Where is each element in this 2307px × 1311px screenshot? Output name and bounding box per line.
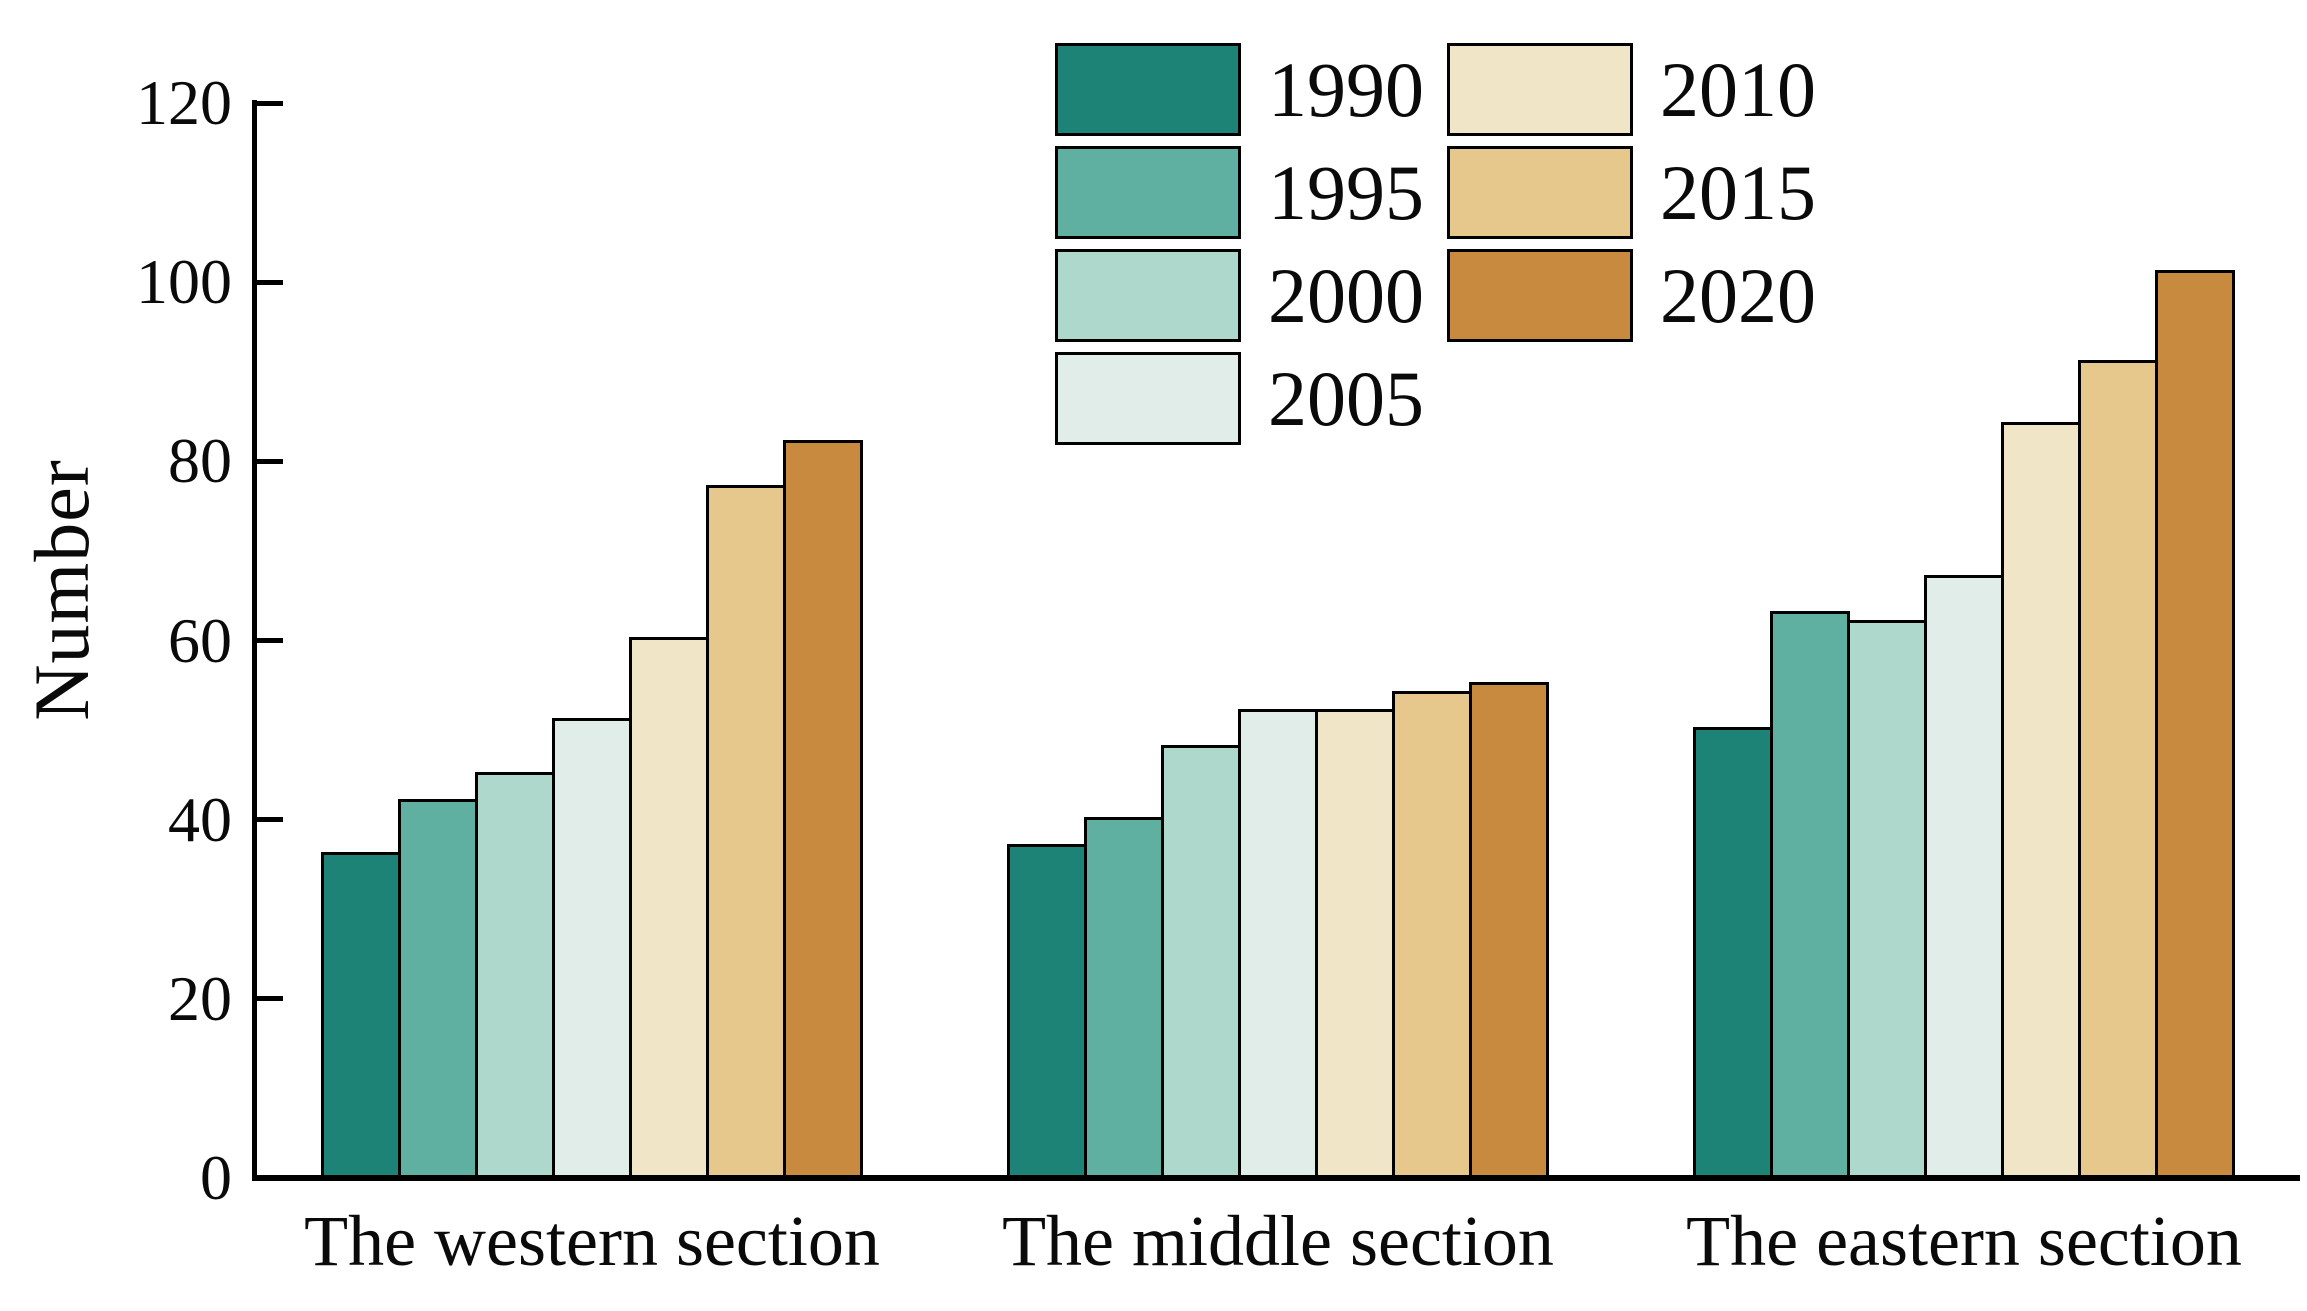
legend-item-2010: 2010 — [1447, 43, 1816, 136]
legend-swatch-2005 — [1055, 352, 1241, 445]
y-tick-mark — [257, 458, 283, 464]
legend-label-2015: 2015 — [1660, 149, 1816, 236]
legend-item-2020: 2020 — [1447, 249, 1816, 342]
legend-label-2000: 2000 — [1268, 252, 1424, 339]
bar-1995-category-2 — [1084, 817, 1164, 1181]
bar-2015-category-2 — [1392, 691, 1472, 1181]
legend-item-1990: 1990 — [1055, 43, 1424, 136]
legend-swatch-2000 — [1055, 249, 1241, 342]
legend-label-1995: 1995 — [1268, 149, 1424, 236]
y-tick-mark — [257, 996, 283, 1002]
legend-swatch-2015 — [1447, 146, 1633, 239]
bar-2020-category-3 — [2155, 270, 2235, 1181]
x-category-label: The western section — [304, 1201, 880, 1281]
bar-1995-category-1 — [398, 799, 478, 1181]
y-axis-line — [252, 100, 257, 1181]
bar-2005-category-1 — [552, 718, 632, 1181]
x-category-label: The eastern section — [1686, 1201, 2242, 1281]
bar-2015-category-3 — [2078, 360, 2158, 1181]
y-tick-mark — [257, 279, 283, 285]
legend-item-2000: 2000 — [1055, 249, 1424, 342]
bar-1995-category-3 — [1770, 611, 1850, 1181]
bar-1990-category-2 — [1007, 844, 1087, 1181]
bar-1990-category-3 — [1693, 727, 1773, 1181]
y-tick-label: 20 — [168, 962, 232, 1034]
legend-item-1995: 1995 — [1055, 146, 1424, 239]
legend-label-1990: 1990 — [1268, 46, 1424, 133]
bar-1990-category-1 — [321, 852, 401, 1181]
legend-swatch-1995 — [1055, 146, 1241, 239]
y-tick-label: 60 — [168, 604, 232, 676]
bar-2005-category-3 — [1924, 575, 2004, 1181]
bar-2000-category-3 — [1847, 620, 1927, 1181]
bar-2010-category-2 — [1315, 709, 1395, 1181]
y-tick-label: 100 — [136, 246, 232, 318]
legend-label-2020: 2020 — [1660, 252, 1816, 339]
legend-item-2015: 2015 — [1447, 146, 1816, 239]
legend-swatch-2010 — [1447, 43, 1633, 136]
legend-label-2005: 2005 — [1268, 355, 1424, 442]
y-tick-label: 0 — [200, 1142, 232, 1213]
x-axis-line — [252, 1175, 2300, 1181]
bar-2005-category-2 — [1238, 709, 1318, 1181]
y-tick-label: 120 — [136, 67, 232, 138]
bar-2015-category-1 — [706, 485, 786, 1181]
bar-2000-category-1 — [475, 772, 555, 1181]
legend-swatch-1990 — [1055, 43, 1241, 136]
y-tick-mark — [257, 100, 283, 106]
y-tick-label: 80 — [168, 425, 232, 497]
y-tick-mark — [257, 817, 283, 823]
legend-item-2005: 2005 — [1055, 352, 1424, 445]
y-tick-mark — [257, 638, 283, 643]
y-tick-label: 40 — [168, 783, 232, 855]
bar-2020-category-1 — [783, 440, 863, 1181]
legend-swatch-2020 — [1447, 249, 1633, 342]
bar-2000-category-2 — [1161, 745, 1241, 1181]
x-category-label: The middle section — [1002, 1201, 1554, 1281]
bar-2020-category-2 — [1469, 682, 1549, 1181]
bar-2010-category-3 — [2001, 422, 2081, 1181]
legend-label-2010: 2010 — [1660, 46, 1816, 133]
bar-2010-category-1 — [629, 637, 709, 1181]
